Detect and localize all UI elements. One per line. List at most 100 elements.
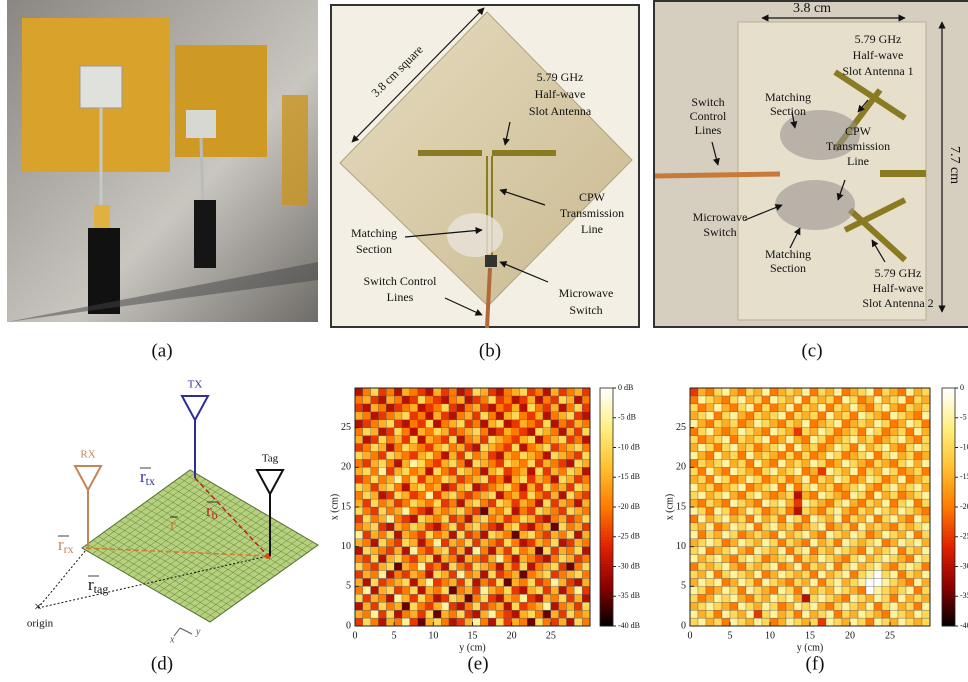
heatmap-cell — [713, 395, 723, 405]
heatmap-cell — [849, 483, 859, 492]
heatmap-cell — [425, 467, 434, 476]
heatmap-cell — [785, 435, 795, 444]
heatmap-cell — [582, 530, 591, 539]
heatmap-cell — [542, 594, 551, 603]
heatmap-cell — [713, 506, 723, 516]
heatmap-cell — [705, 514, 715, 524]
heatmap-cell — [849, 594, 859, 603]
heatmap-cell — [574, 435, 583, 444]
heatmap-cell — [441, 490, 450, 500]
heatmap-cell — [409, 467, 418, 476]
colorbar-step — [600, 554, 613, 559]
heatmap-cell — [697, 546, 707, 555]
heatmap-cell — [793, 554, 803, 563]
heatmap-cell — [689, 459, 699, 468]
label: Tag — [262, 453, 279, 465]
heatmap-cell — [394, 403, 403, 412]
colorbar-step — [600, 599, 613, 603]
heatmap-cell — [753, 419, 763, 428]
heatmap-cell — [905, 443, 915, 452]
heatmap-cell — [777, 506, 787, 516]
heatmap-cell — [729, 530, 739, 539]
heatmap-cell — [448, 617, 457, 627]
heatmap-cell — [833, 602, 843, 611]
heatmap-cell — [456, 522, 465, 531]
heatmap-cell — [464, 586, 473, 595]
heatmap-cell — [825, 490, 835, 500]
heatmap-cell — [401, 435, 410, 444]
heatmap-cell — [448, 435, 457, 444]
heatmap-cell — [511, 483, 520, 492]
heatmap-cell — [425, 609, 434, 619]
heatmap-cell — [495, 419, 504, 428]
heatmap-cell — [793, 459, 803, 468]
heatmap-cell — [480, 609, 489, 619]
x-tick-label: 15 — [468, 630, 478, 641]
heatmap-cell — [833, 435, 843, 444]
heatmap-cell — [472, 459, 481, 468]
heatmap-cell — [737, 427, 747, 436]
heatmap-cell — [721, 609, 731, 619]
heatmap-cell — [921, 387, 931, 397]
heatmap-cell — [542, 562, 551, 571]
colorbar-step — [942, 507, 955, 511]
heatmap-cell — [401, 403, 410, 412]
heatmap-cell — [713, 483, 723, 492]
heatmap-cell — [857, 617, 867, 627]
heatmap-cell — [809, 387, 819, 397]
heatmap-cell — [401, 467, 410, 476]
heatmap-cell — [737, 594, 747, 603]
heatmap-cell — [777, 554, 787, 563]
heatmap-cell — [753, 514, 763, 524]
grid-line — [87, 543, 216, 619]
y-tick-label: 25 — [341, 422, 351, 433]
heatmap-cell — [503, 530, 512, 539]
heatmap-cell — [558, 554, 567, 563]
heatmap-cell — [503, 546, 512, 555]
heatmap-cell — [761, 419, 771, 428]
heatmap-cell — [913, 395, 923, 405]
heatmap-cell — [745, 435, 755, 444]
heatmap-cell — [378, 483, 387, 492]
heatmap-cell — [921, 514, 931, 524]
heatmap-cell — [841, 554, 851, 563]
heatmap-cell — [464, 419, 473, 428]
heatmap-cell — [833, 514, 843, 524]
heatmap-cell — [550, 554, 559, 563]
heatmap-cell — [488, 498, 497, 508]
heatmap-cell — [550, 530, 559, 539]
heatmap-cell — [729, 435, 739, 444]
heatmap-cell — [873, 506, 883, 516]
heatmap-cell — [889, 443, 899, 452]
heatmap-cell — [889, 451, 899, 460]
heatmap-cell — [362, 530, 371, 539]
heatmap-cell — [713, 562, 723, 571]
heatmap-cell — [865, 475, 875, 484]
heatmap-cell — [913, 435, 923, 444]
heatmap-cell — [801, 570, 811, 579]
heatmap-cell — [354, 617, 363, 627]
heatmap-cell — [480, 538, 489, 547]
heatmap-cell — [386, 609, 395, 619]
heatmap-cell — [921, 609, 931, 619]
heatmap-cell — [913, 451, 923, 460]
heatmap-cell — [433, 419, 442, 428]
heatmap-cell — [409, 451, 418, 460]
heatmap-cell — [841, 427, 851, 436]
colorbar-step — [600, 405, 613, 410]
heatmap-cell — [480, 498, 489, 508]
heatmap-cell — [472, 578, 481, 587]
heatmap-cell — [362, 387, 371, 397]
heatmap-cell — [873, 467, 883, 476]
heatmap-cell — [729, 451, 739, 460]
heatmap-cell — [488, 530, 497, 539]
heatmap-cell — [511, 498, 520, 508]
heatmap-cell — [535, 459, 544, 468]
heatmap-cell — [464, 475, 473, 484]
heatmap-cell — [425, 562, 434, 571]
annotation: 5.79 GHz — [875, 266, 922, 280]
heatmap-cell — [456, 602, 465, 611]
heatmap-cell — [527, 617, 536, 627]
heatmap-cell — [777, 483, 787, 492]
colorbar-step — [600, 521, 613, 526]
